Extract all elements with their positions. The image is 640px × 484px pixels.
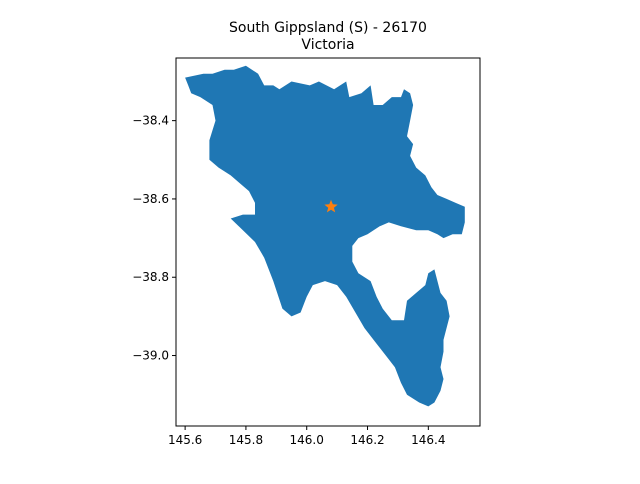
y-tick-label: −38.6: [132, 192, 169, 206]
x-tick-label: 146.2: [350, 433, 384, 447]
plot-area: [175, 57, 481, 427]
region-polygon: [185, 65, 465, 407]
x-tick-label: 146.4: [411, 433, 445, 447]
x-axis: 145.6 145.8 146.0 146.2 146.4: [168, 426, 445, 447]
y-tick-label: −38.4: [132, 114, 169, 128]
map-title-line2: Victoria: [301, 37, 354, 53]
x-tick-label: 146.0: [290, 433, 324, 447]
y-axis: −38.4 −38.6 −38.8 −39.0: [132, 114, 176, 363]
x-tick-label: 145.8: [229, 433, 263, 447]
map-title-line1: South Gippsland (S) - 26170: [229, 20, 427, 36]
marker-star-icon: [324, 199, 338, 213]
y-tick-label: −39.0: [132, 349, 169, 363]
axes-frame: [175, 57, 481, 427]
x-tick-label: 145.6: [168, 433, 202, 447]
y-tick-label: −38.8: [132, 270, 169, 284]
